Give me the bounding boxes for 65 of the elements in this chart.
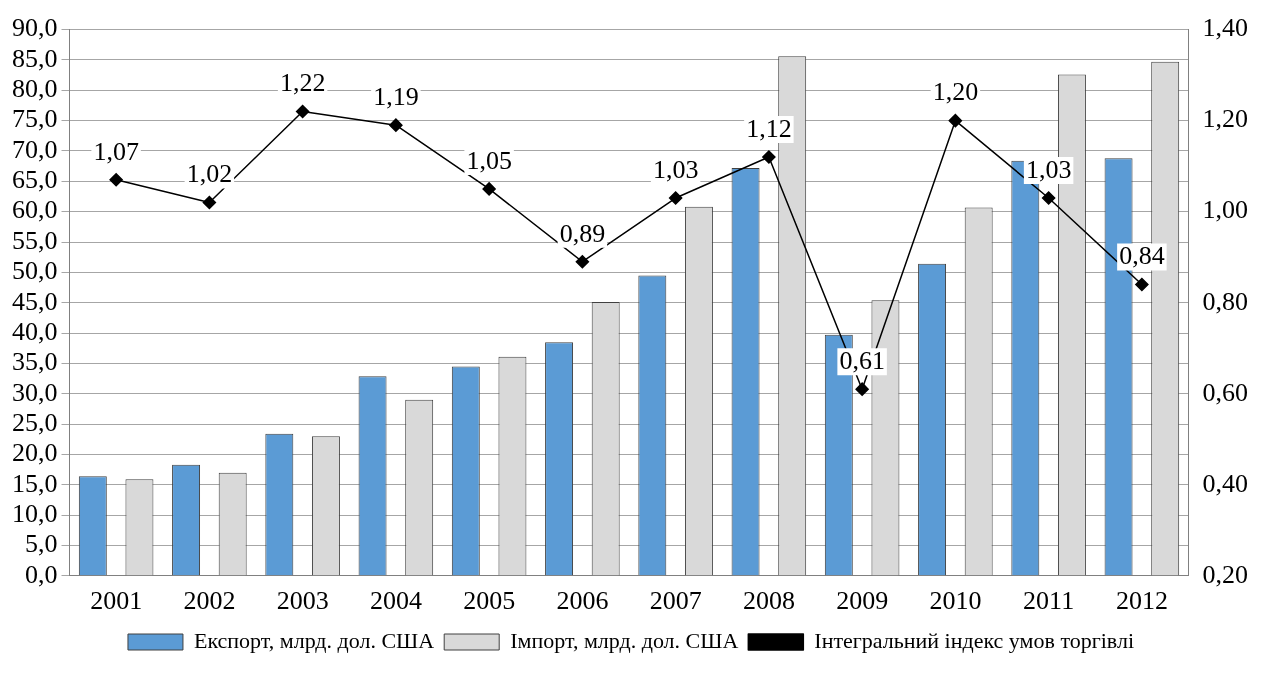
y-tick-label: 55,0 [12, 225, 58, 255]
data-label: 1,19 [373, 82, 419, 112]
point [575, 254, 590, 269]
y-tick-label: 15,0 [12, 468, 58, 498]
y-tick-label: 90,0 [12, 13, 58, 43]
point [948, 113, 963, 128]
x-tick-label: 2004 [369, 586, 422, 616]
data-label: 1,12 [746, 113, 792, 143]
data-label: 0,84 [1119, 241, 1165, 271]
x-tick-label: 2001 [90, 586, 143, 616]
y-tick-label: 5,0 [25, 529, 58, 559]
x-tick-label: 2012 [1115, 586, 1168, 616]
y-tick-label: 35,0 [12, 347, 58, 377]
data-label: 1,03 [1025, 154, 1072, 184]
data-label: 0,61 [839, 346, 885, 376]
y2-tick-label: 0,60 [1202, 377, 1248, 407]
y-tick-label: 30,0 [12, 377, 58, 407]
y-tick-label: 25,0 [12, 407, 58, 437]
y2-tick-label: 1,40 [1202, 13, 1248, 43]
point [109, 173, 123, 187]
y-tick-label: 40,0 [12, 316, 58, 346]
y2-tick-label: 1,20 [1202, 104, 1248, 134]
point [1041, 191, 1056, 205]
x-tick-label: 2007 [649, 586, 702, 616]
legend-label: Інтегральний індекс умов торгівлі [814, 627, 1135, 653]
data-label: 1,07 [93, 136, 139, 166]
data-label: 1,05 [466, 145, 512, 175]
y-tick-label: 20,0 [12, 438, 58, 468]
legend-label: Експорт, млрд. дол. США [193, 627, 435, 653]
x-tick-label: 2002 [183, 586, 236, 616]
data-label: 0,89 [559, 218, 606, 248]
y-tick-label: 10,0 [12, 498, 58, 528]
point [295, 104, 310, 119]
point [202, 195, 217, 210]
y2-tick-label: 0,40 [1202, 468, 1248, 498]
data-label: 1,03 [652, 154, 699, 184]
point [482, 182, 496, 196]
y-tick-label: 60,0 [12, 195, 58, 225]
point [1135, 277, 1149, 292]
data-label: 1,02 [186, 159, 233, 189]
data-label: 1,22 [279, 68, 326, 98]
y-tick-label: 0,0 [25, 559, 58, 589]
data-label: 1,20 [932, 77, 979, 107]
x-tick-label: 2005 [463, 586, 516, 616]
y-tick-label: 80,0 [12, 74, 58, 104]
point [855, 382, 869, 396]
y-tick-label: 45,0 [12, 286, 58, 316]
point [762, 150, 776, 164]
y2-tick-label: 0,80 [1202, 286, 1248, 316]
y-tick-label: 75,0 [12, 104, 58, 134]
y-tick-label: 50,0 [12, 256, 58, 286]
x-tick-label: 2008 [742, 586, 795, 616]
y2-tick-label: 1,00 [1202, 195, 1248, 225]
x-tick-label: 2011 [1023, 586, 1075, 616]
y-tick-label: 70,0 [12, 134, 58, 164]
y-tick-label: 85,0 [12, 43, 58, 73]
legend-label: Імпорт, млрд. дол. США [510, 627, 739, 653]
point [389, 118, 403, 132]
x-tick-label: 2006 [556, 586, 609, 616]
x-tick-label: 2003 [276, 586, 329, 616]
x-tick-label: 2009 [836, 586, 889, 616]
y2-tick-label: 0,20 [1202, 559, 1248, 589]
x-tick-label: 2010 [929, 586, 982, 616]
y-tick-label: 65,0 [12, 165, 58, 195]
point [668, 191, 683, 205]
